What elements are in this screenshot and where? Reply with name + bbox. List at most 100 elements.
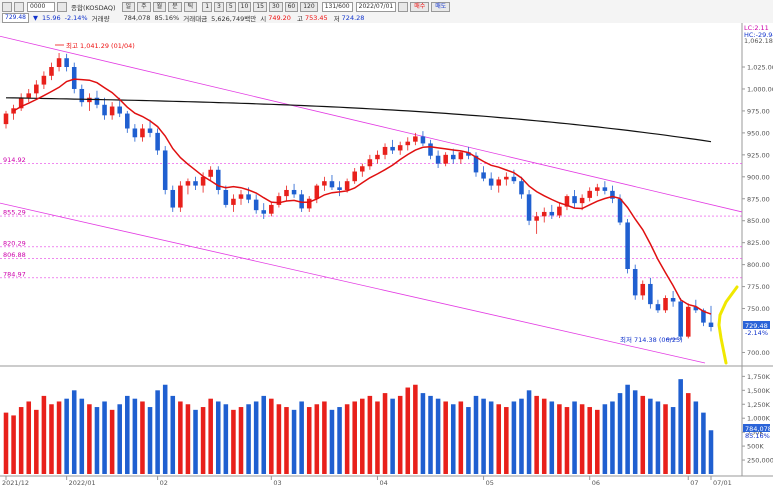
menu-icon[interactable]: [2, 1, 12, 12]
period-button-3[interactable]: 분: [168, 1, 182, 12]
period-button-1[interactable]: 주: [137, 1, 151, 12]
low-value: 724.28: [341, 13, 365, 22]
date-tick-label: 2022/01: [69, 479, 96, 487]
volume-bar: [26, 401, 32, 474]
candle-body: [79, 88, 85, 103]
minute-option-30[interactable]: 30: [268, 1, 283, 12]
volume-bar: [71, 390, 77, 474]
sell-button[interactable]: 매도: [431, 1, 451, 12]
volume-bar: [231, 409, 236, 474]
calendar-icon[interactable]: [398, 1, 409, 12]
low-label: 저: [333, 14, 340, 23]
buy-button[interactable]: 매수: [410, 1, 430, 12]
candle-body: [284, 189, 289, 197]
minute-option-3[interactable]: 3: [214, 1, 224, 12]
date-tick-label: 06: [592, 479, 600, 487]
date-tick-label: 05: [486, 479, 494, 487]
volume-bar: [79, 398, 85, 474]
volume-bar: [435, 398, 441, 474]
candle-body: [291, 189, 297, 195]
candle-body: [435, 155, 441, 164]
candle-body: [231, 198, 236, 205]
count-value: 131: [324, 2, 337, 10]
candle-body: [3, 113, 9, 125]
volume-bar: [208, 398, 213, 474]
change-percent: -2.14%: [64, 13, 88, 22]
volume-bar: [587, 407, 592, 474]
candle-body: [208, 169, 213, 177]
search-icon[interactable]: [57, 1, 67, 12]
current-price-marker: [743, 321, 770, 329]
candle-body: [564, 196, 570, 207]
minute-option-10[interactable]: 10: [237, 1, 252, 12]
volume-tick-label: 1,250K: [747, 401, 771, 409]
level-label: 806.88: [3, 251, 26, 259]
volume-bar: [125, 395, 130, 474]
volume-bar: [579, 404, 585, 474]
moving-average-long: [5, 97, 712, 143]
candle-body: [405, 141, 411, 146]
price-tick-label: 950.00: [747, 129, 770, 137]
lc-tag: LC:2.11: [744, 24, 769, 32]
candle-body: [640, 283, 646, 296]
candle-body: [670, 298, 676, 302]
level-label: 855.29: [3, 209, 26, 217]
hc-tag: HC:-29.94: [744, 31, 773, 39]
volume-bar: [306, 407, 312, 474]
period-button-2[interactable]: 월: [152, 1, 167, 12]
settings-icon[interactable]: [14, 1, 24, 12]
current-volume-pct-tag: 85.16%: [745, 432, 770, 440]
candle-body: [473, 155, 479, 173]
code-input[interactable]: 0000: [27, 1, 55, 12]
period-button-4[interactable]: 틱: [183, 1, 198, 12]
volume-bar: [693, 401, 699, 474]
volume-bar: [595, 409, 600, 474]
candle-body: [625, 222, 630, 270]
volume-bar: [360, 398, 365, 474]
candle-body: [132, 128, 138, 138]
candle-body: [375, 154, 380, 160]
price-tick-label: 1,000.00: [747, 85, 773, 93]
candle-body: [162, 150, 168, 190]
candle-body: [170, 189, 176, 208]
current-volume-tag: 784,078: [745, 425, 772, 433]
candle-body: [685, 306, 691, 337]
minute-option-120[interactable]: 120: [300, 1, 318, 12]
volume-tick-label: 1,750K: [747, 373, 771, 381]
candle-body: [534, 216, 539, 221]
volume-bar: [238, 407, 244, 474]
count-input[interactable]: 131/600: [321, 1, 353, 12]
open-value: 749.20: [268, 13, 291, 22]
candle-body: [632, 269, 638, 296]
candle-body: [617, 198, 623, 223]
minute-option-15[interactable]: 15: [253, 1, 267, 12]
minute-option-1[interactable]: 1: [202, 1, 213, 12]
minute-option-5[interactable]: 5: [225, 1, 236, 12]
volume-bar: [648, 398, 653, 474]
candle-body: [178, 185, 183, 208]
date-input[interactable]: 2022/07/01: [355, 1, 397, 12]
volume-tick-label: 750K: [747, 429, 764, 437]
volume-bar: [511, 401, 517, 474]
candle-body: [360, 166, 365, 172]
volume-bar: [299, 401, 304, 474]
candle-body: [367, 159, 373, 167]
volume-bar: [185, 404, 191, 474]
price-tick-label: 900.00: [747, 173, 770, 181]
candle-body: [18, 97, 24, 109]
volume-bar: [678, 379, 683, 474]
volume-bar: [56, 401, 62, 474]
volume-bar: [466, 407, 471, 474]
price-tick-label: 975.00: [747, 107, 770, 115]
candle-body: [200, 176, 206, 186]
period-button-0[interactable]: 일: [121, 1, 136, 12]
volume-bar: [64, 398, 69, 474]
volume-bar: [352, 401, 357, 474]
candle-body: [26, 93, 32, 98]
minute-option-60[interactable]: 60: [284, 1, 299, 12]
volume-bar: [193, 409, 198, 474]
candle-body: [450, 154, 456, 160]
volume-bar: [420, 393, 426, 474]
candle-body: [269, 204, 274, 214]
